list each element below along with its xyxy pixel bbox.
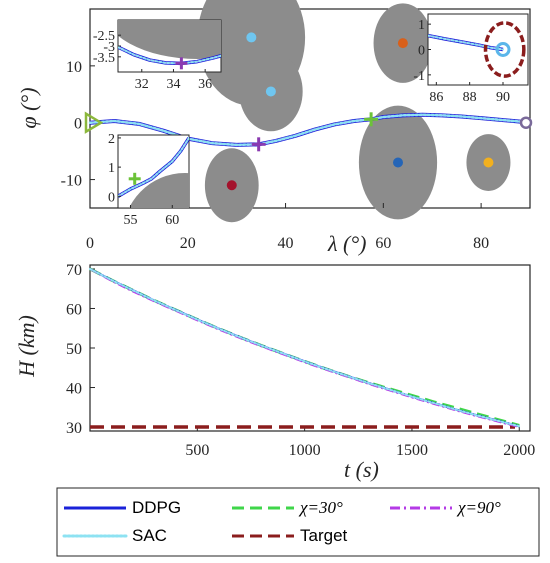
inset-content	[428, 21, 526, 78]
altitude-chart: 500 1000 1500 2000 70 60 50 40 30 t (s) H (km)	[14, 262, 535, 482]
inset-x-tick-label: 86	[429, 90, 443, 105]
legend-label-4: SAC	[132, 526, 167, 545]
no-fly-zone-center-4	[397, 38, 408, 49]
inset-y-tick-label: -2.5	[93, 29, 115, 44]
inset-sac-line	[118, 46, 221, 65]
top-x-tick-label: 80	[473, 235, 489, 252]
inset-y-tick-label: -1	[413, 69, 425, 84]
bottom-y-tick-label: 60	[66, 301, 82, 318]
inset-no-fly-zone	[129, 172, 189, 208]
start-triangle-marker	[84, 111, 104, 134]
inset-sac-line	[428, 34, 504, 51]
legend-label-3: χ=90°	[456, 498, 501, 517]
legend-label-5: Target	[300, 526, 348, 545]
top-y-tick-label: 10	[66, 59, 82, 76]
bottom-x-tick-label: 500	[185, 442, 209, 459]
sac-altitude-line	[89, 267, 521, 428]
top-x-axis-label: λ (°)	[327, 231, 366, 256]
inset-content	[118, 136, 189, 208]
legend-label-2: χ=30°	[298, 498, 343, 517]
bottom-plot-area	[89, 264, 531, 432]
inset-y-tick-label: 1	[418, 18, 425, 33]
inset-y-tick-label: 1	[108, 161, 115, 176]
inset-x-tick-label: 36	[198, 77, 212, 92]
bottom-y-tick-label: 50	[66, 341, 82, 358]
top-y-tick-label: -10	[61, 173, 82, 190]
inset-target-ellipse	[483, 21, 526, 78]
inset-y-tick-label: -3.5	[93, 51, 115, 66]
legend: DDPG χ=30° χ=90° SAC Target	[56, 487, 540, 557]
inset-no-fly-zone	[118, 20, 221, 59]
inset-lower-left: 55 60 0 1 2	[108, 132, 190, 228]
top-y-axis-label: φ (°)	[16, 87, 41, 128]
bottom-y-tick-label: 70	[66, 262, 82, 279]
bottom-x-tick-label: 1500	[396, 442, 428, 459]
bottom-y-axis-label: H (km)	[14, 315, 39, 378]
top-x-tick-label: 60	[375, 235, 391, 252]
top-y-tick-label: 0	[74, 116, 82, 133]
top-x-tick-label: 0	[86, 235, 94, 252]
no-fly-zone-center-5	[393, 157, 403, 168]
bottom-y-tick-label: 40	[66, 381, 82, 398]
bottom-x-tick-label: 1000	[289, 442, 321, 459]
top-x-tick-label: 40	[278, 235, 294, 252]
no-fly-zone-center-1	[246, 32, 257, 43]
inset-sac-line	[118, 136, 189, 198]
inset-content	[118, 20, 221, 70]
inset-y-tick-label: 0	[418, 44, 425, 59]
inset-end-circle	[495, 42, 511, 57]
bottom-x-axis-label: t (s)	[344, 457, 379, 482]
no-fly-zone-center-2	[265, 86, 276, 97]
inset-x-tick-label: 60	[165, 213, 179, 228]
end-circle-marker	[519, 116, 533, 129]
inset-x-tick-label: 32	[135, 77, 149, 92]
no-fly-zone-center-3	[226, 180, 237, 191]
inset-upper-right: 86 88 90 1 0 -1	[413, 13, 529, 105]
inset-x-tick-label: 55	[124, 213, 138, 228]
top-x-tick-label: 20	[180, 235, 196, 252]
inset-y-tick-label: -3	[103, 40, 115, 55]
inset-y-tick-label: 0	[108, 190, 115, 205]
bottom-x-tick-label: 2000	[503, 442, 535, 459]
no-fly-zone-center-6	[483, 157, 494, 168]
legend-box	[56, 487, 540, 557]
inset-x-tick-label: 34	[166, 77, 180, 92]
legend-label-1: DDPG	[132, 498, 181, 517]
inset-y-tick-label: 2	[108, 132, 115, 147]
bottom-y-tick-label: 30	[66, 420, 82, 437]
inset-upper-left: 32 34 36 -2.5-3-3.5	[93, 19, 222, 92]
inset-x-tick-label: 88	[463, 90, 477, 105]
inset-x-tick-label: 90	[496, 90, 510, 105]
